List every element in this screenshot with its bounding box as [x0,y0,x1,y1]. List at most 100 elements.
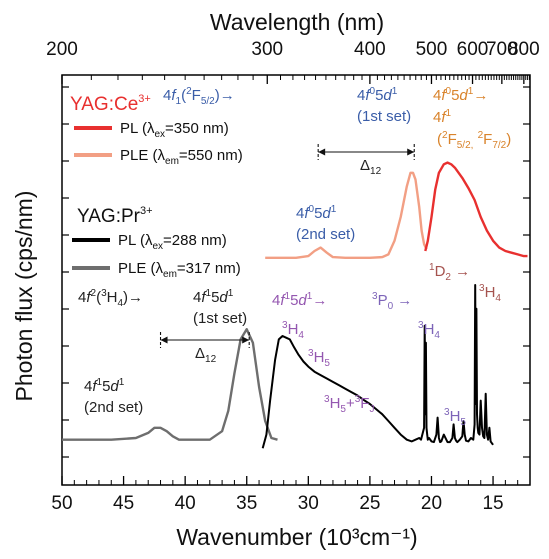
annotation-part: ( [96,289,101,306]
annotation-part: 4 [434,330,440,341]
annotation-part: 4 [163,87,171,104]
arrowhead [318,148,326,156]
annotation-part: 2 [186,86,192,97]
annotation-part: 4 [433,87,441,104]
annotation-part: )→ [215,87,235,104]
annotation-ce-em-b: 4f1 [433,108,452,126]
annotation-ce-4f1: 4f1(2F5/2)→ [163,86,235,107]
annotation-ce-delta: Δ12 [360,157,382,177]
legend-label: PLE (λem=550 nm) [120,147,243,167]
legend-label-rest: =350 nm) [165,120,229,137]
annotation-part: H [450,408,461,425]
annotation-pr-1st-a: 4f15d1 [193,288,234,306]
annotation-part: 3 [372,291,378,302]
annotation-part: 1 [285,291,291,302]
annotation-part: F [192,87,201,104]
annotation-part: 1 [307,291,313,302]
annotation-part: ) [506,131,511,148]
annotation-part: f [86,289,92,306]
annotation-part: 3 [479,283,485,294]
top-tick-label: 400 [354,39,386,60]
annotation-part: 4 [84,378,92,395]
annotation-part: Δ [360,157,370,174]
legend-label-main: PLE (λ [118,260,164,277]
annotation-part: (2nd set) [296,226,355,243]
annotation-pr-em: 4f15d1→ [272,291,327,309]
annotation-part: 5 [211,289,219,306]
legend-label-main: PL (λ [118,232,153,249]
annotation-part: f [441,87,447,104]
annotation-part: f [201,289,207,306]
annotation-part: 0 [370,86,376,97]
annotation-part: (1st set) [357,108,411,125]
series-line [261,284,494,449]
annotation-part: 2 [442,130,448,141]
annotation-part: 7/2 [492,140,506,151]
annotation-part: 5/2, [457,140,474,151]
series-line [424,161,528,258]
legend-label-main: PL (λ [120,120,155,137]
annotation-part: 5 [102,378,110,395]
annotation-part: 5 [324,358,330,369]
annotation-part: f [304,205,310,222]
annotation-part: H [330,395,341,412]
annotation-pr-3h5fj: 3H5+3FJ [324,394,374,415]
annotation-part: 5 [340,404,346,415]
legend-label: PL (λex=288 nm) [118,232,227,252]
annotation-ce-em-c: (2F5/2, 2F7/2) [437,130,511,151]
annotation-part: ( [181,87,186,104]
annotation-part: 1 [176,96,182,107]
annotation-part: )→ [123,289,143,306]
series-line [62,328,278,441]
annotation-part: J [369,404,374,415]
annotation-part: 4 [495,293,501,304]
annotation-part: 0 [446,86,452,97]
annotation-part: F [360,395,369,412]
legend-label-sub: ex [154,129,165,140]
annotation-part: d [110,378,119,395]
annotation-part: 1 [97,377,103,388]
x-tick-label: 20 [421,493,442,514]
annotation-part: 1 [392,86,398,97]
annotation-pr-1d2: 1D2 → [429,262,470,283]
annotation-part: 12 [370,166,382,177]
annotation-part: f [92,378,98,395]
annotation-part: ( [437,131,442,148]
arrowhead [242,336,250,344]
annotation-part: 5 [314,205,322,222]
legend-title-text: YAG:Pr [77,206,141,227]
annotation-pr-delta: Δ12 [195,345,217,365]
annotation-part: d [322,205,331,222]
annotation-part: → [473,87,488,104]
annotation-pr-3p0: 3P0 → [372,291,412,312]
annotation-part: 1 [228,288,234,299]
series-line [265,171,428,259]
annotation-ce-2nd-b: (2nd set) [296,226,355,243]
annotation-pr-p-3h4: 3H4 [418,320,440,341]
legend-label-sub: ex [152,241,163,252]
legend-title-sup: 3+ [138,93,151,105]
annotation-part: P [378,292,388,309]
legend-label-main: PLE (λ [120,147,166,164]
annotation-part: 5 [460,417,466,428]
annotation-part: 3 [418,320,424,331]
annotation-part: f [365,87,371,104]
annotation-part: H [314,349,325,366]
annotation-part: d [219,289,228,306]
annotation-ce-2nd-a: 4f05d1 [296,204,337,222]
annotation-pr-gs: 4f2(3H4)→ [78,288,143,309]
annotation-part: 0 [388,301,394,312]
annotation-ce-1st-a: 4f05d1 [357,86,398,104]
x-tick-label: 40 [175,493,196,514]
top-tick-label: 700 [486,39,518,60]
annotation-part: 4 [78,289,86,306]
annotation-part: 1 [331,204,337,215]
x-tick-label: 45 [113,493,134,514]
top-tick-label: 800 [508,39,540,60]
annotation-part: 4 [296,205,304,222]
annotation-part: 4 [357,87,365,104]
legend-label-rest: =317 nm) [177,260,241,277]
annotation-part: 3 [101,288,107,299]
